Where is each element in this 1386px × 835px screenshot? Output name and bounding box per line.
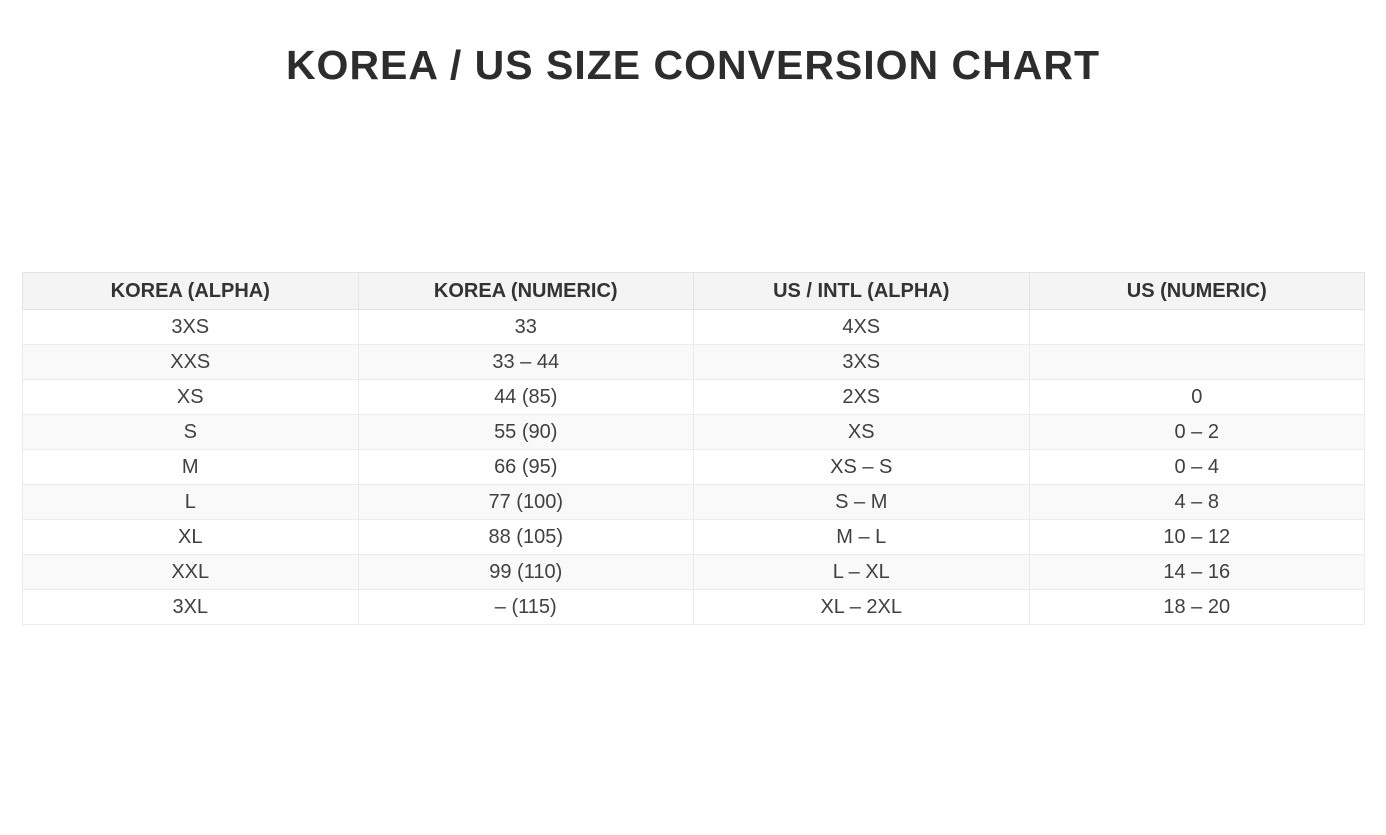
- cell-us-numeric: 0: [1028, 379, 1365, 415]
- cell-korea-numeric: 55 (90): [357, 414, 694, 450]
- cell-korea-alpha: S: [22, 414, 359, 450]
- table-row: XXL 99 (110) L – XL 14 – 16: [22, 554, 1365, 590]
- cell-korea-numeric: 66 (95): [357, 449, 694, 485]
- cell-us-numeric: 0 – 4: [1028, 449, 1365, 485]
- cell-korea-numeric: 33 – 44: [357, 344, 694, 380]
- size-conversion-table-container: KOREA (ALPHA) KOREA (NUMERIC) US / INTL …: [22, 272, 1365, 625]
- table-row: M 66 (95) XS – S 0 – 4: [22, 449, 1365, 485]
- cell-korea-numeric: 33: [357, 309, 694, 345]
- cell-korea-alpha: L: [22, 484, 359, 520]
- cell-korea-numeric: 44 (85): [357, 379, 694, 415]
- cell-korea-alpha: M: [22, 449, 359, 485]
- cell-korea-alpha: XXS: [22, 344, 359, 380]
- cell-us-numeric: [1028, 309, 1365, 345]
- cell-korea-alpha: XXL: [22, 554, 359, 590]
- table-body: 3XS 33 4XS XXS 33 – 44 3XS XS 44 (85) 2X…: [22, 309, 1365, 625]
- table-row: 3XL – (115) XL – 2XL 18 – 20: [22, 589, 1365, 625]
- cell-us-intl-alpha: XS: [693, 414, 1030, 450]
- cell-us-numeric: 18 – 20: [1028, 589, 1365, 625]
- table-header: KOREA (ALPHA) KOREA (NUMERIC) US / INTL …: [22, 272, 1365, 310]
- cell-us-intl-alpha: 3XS: [693, 344, 1030, 380]
- cell-us-numeric: 0 – 2: [1028, 414, 1365, 450]
- cell-us-intl-alpha: 2XS: [693, 379, 1030, 415]
- cell-korea-numeric: 99 (110): [357, 554, 694, 590]
- page-title: KOREA / US SIZE CONVERSION CHART: [285, 42, 1101, 89]
- header-us-intl-alpha: US / INTL (ALPHA): [693, 272, 1030, 310]
- cell-us-numeric: 14 – 16: [1028, 554, 1365, 590]
- table-row: S 55 (90) XS 0 – 2: [22, 414, 1365, 450]
- table-row: XS 44 (85) 2XS 0: [22, 379, 1365, 415]
- cell-us-numeric: 4 – 8: [1028, 484, 1365, 520]
- table-row: XXS 33 – 44 3XS: [22, 344, 1365, 380]
- cell-us-numeric: 10 – 12: [1028, 519, 1365, 555]
- cell-korea-numeric: 88 (105): [357, 519, 694, 555]
- cell-us-numeric: [1028, 344, 1365, 380]
- cell-us-intl-alpha: 4XS: [693, 309, 1030, 345]
- table-row: L 77 (100) S – M 4 – 8: [22, 484, 1365, 520]
- cell-korea-numeric: – (115): [357, 589, 694, 625]
- header-korea-numeric: KOREA (NUMERIC): [357, 272, 694, 310]
- table-row: XL 88 (105) M – L 10 – 12: [22, 519, 1365, 555]
- table-header-row: KOREA (ALPHA) KOREA (NUMERIC) US / INTL …: [22, 272, 1365, 310]
- cell-us-intl-alpha: L – XL: [693, 554, 1030, 590]
- size-conversion-table: KOREA (ALPHA) KOREA (NUMERIC) US / INTL …: [22, 272, 1365, 625]
- cell-us-intl-alpha: XS – S: [693, 449, 1030, 485]
- header-us-numeric: US (NUMERIC): [1028, 272, 1365, 310]
- cell-us-intl-alpha: XL – 2XL: [693, 589, 1030, 625]
- cell-korea-alpha: XL: [22, 519, 359, 555]
- cell-korea-numeric: 77 (100): [357, 484, 694, 520]
- cell-korea-alpha: 3XL: [22, 589, 359, 625]
- cell-korea-alpha: XS: [22, 379, 359, 415]
- table-row: 3XS 33 4XS: [22, 309, 1365, 345]
- cell-us-intl-alpha: M – L: [693, 519, 1030, 555]
- cell-us-intl-alpha: S – M: [693, 484, 1030, 520]
- header-korea-alpha: KOREA (ALPHA): [22, 272, 359, 310]
- cell-korea-alpha: 3XS: [22, 309, 359, 345]
